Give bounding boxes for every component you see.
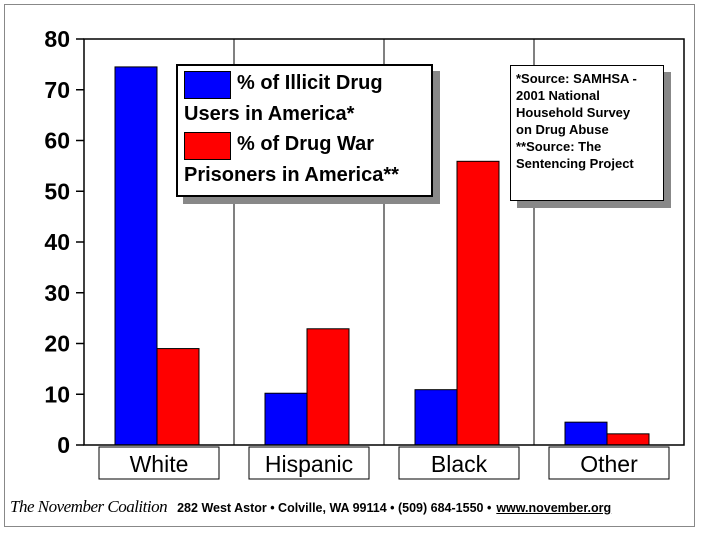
contact-info: 282 West Astor • Colville, WA 99114 • (5… bbox=[177, 501, 492, 515]
category-label-box bbox=[98, 446, 220, 480]
bar-users-other bbox=[564, 421, 608, 446]
x-tick-label: White bbox=[130, 451, 189, 477]
bar-users-black bbox=[414, 389, 458, 446]
legend-entry-prisoners: % of Drug War bbox=[184, 129, 425, 160]
slide-frame bbox=[4, 4, 695, 527]
category-label-box bbox=[548, 446, 670, 480]
legend-swatch-red bbox=[184, 132, 231, 160]
plot-border bbox=[83, 38, 685, 446]
organization-logo: The November Coalition bbox=[10, 497, 168, 516]
legend-swatch-blue bbox=[184, 71, 231, 99]
y-tick-label: 30 bbox=[44, 280, 70, 306]
legend-label-users-line2: Users in America* bbox=[184, 103, 355, 125]
source-line: 2001 National bbox=[516, 88, 600, 103]
source-line: Household Survey bbox=[516, 105, 631, 120]
source-note: *Source: SAMHSA - 2001 National Househol… bbox=[510, 65, 664, 201]
x-tick-label: Other bbox=[580, 451, 638, 477]
bar-prisoners-black bbox=[456, 160, 500, 446]
y-tick-label: 80 bbox=[44, 26, 70, 52]
category-label-box bbox=[398, 446, 520, 480]
x-tick-label: Black bbox=[431, 451, 488, 477]
legend-entry-users: % of Illicit Drug bbox=[184, 68, 425, 99]
footer: The November Coalition 282 West Astor • … bbox=[10, 497, 698, 523]
chart-legend: % of Illicit Drug Users in America* % of… bbox=[176, 64, 433, 197]
website-link[interactable]: www.november.org bbox=[496, 501, 612, 515]
y-tick-label: 20 bbox=[44, 331, 70, 357]
y-tick-label: 0 bbox=[57, 432, 70, 458]
source-line: *Source: SAMHSA - bbox=[516, 71, 637, 86]
legend-label-prisoners-line2: Prisoners in America** bbox=[184, 164, 399, 186]
category-label-box bbox=[248, 446, 370, 480]
y-tick-label: 10 bbox=[44, 381, 70, 407]
source-line: Sentencing Project bbox=[516, 156, 634, 171]
y-tick-label: 40 bbox=[44, 229, 70, 255]
bar-prisoners-hispanic bbox=[306, 328, 350, 446]
bar-prisoners-white bbox=[156, 348, 200, 446]
legend-label-users-line1: % of Illicit Drug bbox=[237, 72, 383, 94]
legend-label-prisoners-line1: % of Drug War bbox=[237, 133, 375, 155]
y-tick-label: 50 bbox=[44, 178, 70, 204]
source-line: **Source: The bbox=[516, 139, 602, 154]
x-tick-label: Hispanic bbox=[265, 451, 353, 477]
bar-users-white bbox=[114, 66, 158, 446]
y-tick-label: 70 bbox=[44, 77, 70, 103]
bar-prisoners-other bbox=[606, 433, 650, 446]
y-tick-label: 60 bbox=[44, 128, 70, 154]
source-line: on Drug Abuse bbox=[516, 122, 609, 137]
bar-users-hispanic bbox=[264, 392, 308, 446]
